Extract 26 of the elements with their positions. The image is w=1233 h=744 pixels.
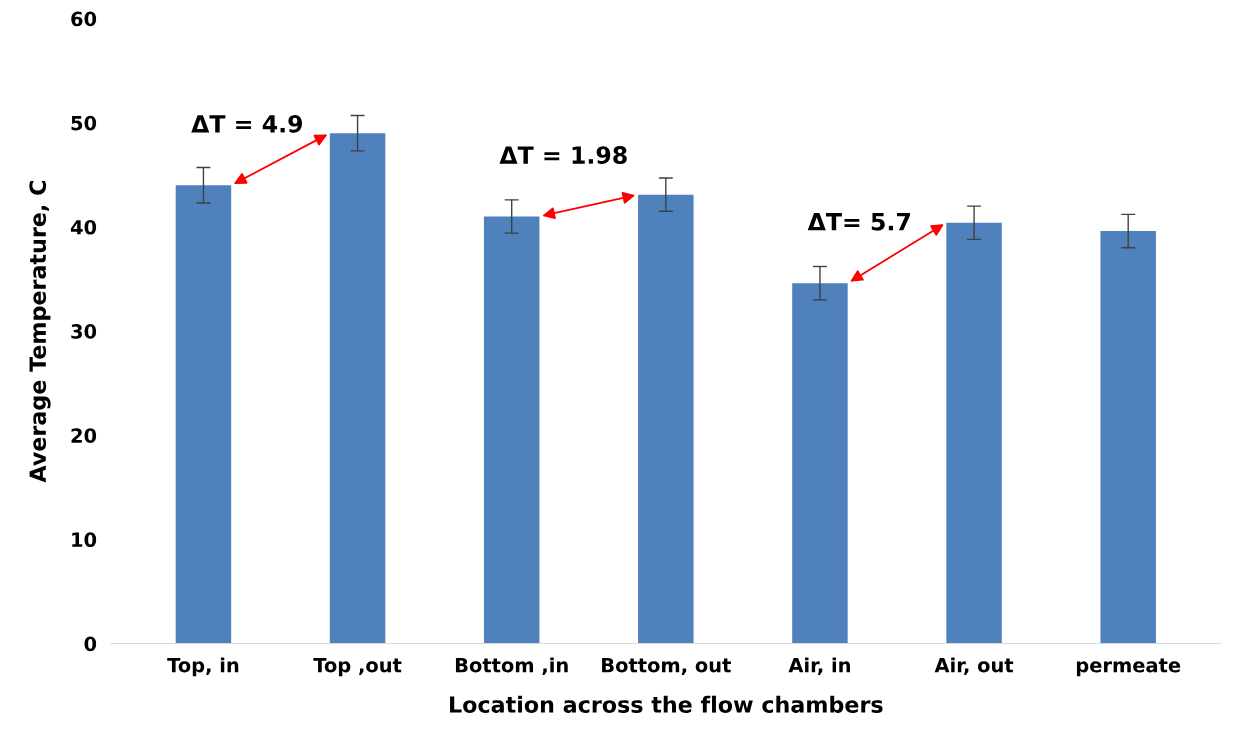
bar xyxy=(792,283,848,644)
x-tick-label: Bottom, out xyxy=(602,658,731,675)
x-tick-label: Top ,out xyxy=(313,658,402,677)
x-tick-label: permeate xyxy=(1076,658,1181,677)
y-tick-label: 20 xyxy=(71,428,97,443)
annotation: ΔT = 4.9 xyxy=(191,114,303,133)
x-tick-label: Top, in xyxy=(167,657,239,677)
bar xyxy=(946,222,1002,644)
y-tick-label: 50 xyxy=(71,115,97,131)
y-axis-title: Average Temperature, C xyxy=(29,181,51,483)
x-tick-label: Bottom ,in xyxy=(455,657,568,675)
y-tick-label: 0 xyxy=(84,636,97,652)
y-tick-label: 30 xyxy=(71,324,97,339)
y-tick-label: 10 xyxy=(72,532,97,548)
bar xyxy=(329,133,386,644)
annotation: ΔT= 5.7 xyxy=(807,213,910,231)
bar xyxy=(483,216,540,644)
bar xyxy=(175,185,232,644)
x-tick-label: Air, out xyxy=(934,657,1014,675)
bar xyxy=(638,194,694,644)
y-tick-label: 60 xyxy=(71,11,97,27)
x-axis-title: Location across the flow chambers xyxy=(450,695,883,713)
y-tick-label: 40 xyxy=(70,219,97,235)
x-tick-label: Air, in xyxy=(788,657,850,675)
bar xyxy=(1100,231,1156,644)
annotation: ΔT = 1.98 xyxy=(499,146,627,164)
